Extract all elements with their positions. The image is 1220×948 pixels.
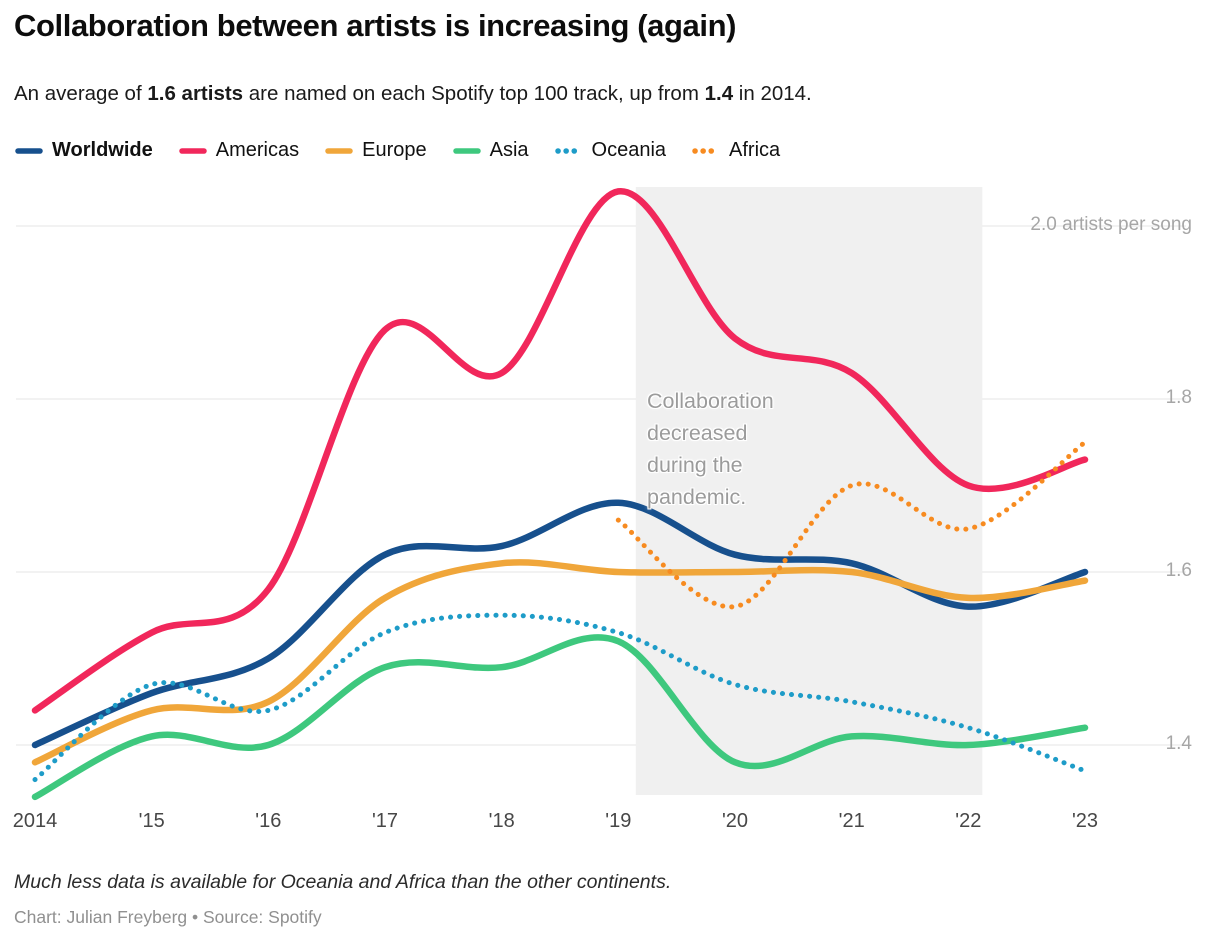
svg-text:'17: '17 [372, 810, 398, 832]
chart-svg: 1.4 1.6 1.8 2.0 artists per song 2014 '15 '16 '… [13, 187, 1193, 832]
legend-item-asia: Asia [452, 139, 529, 162]
subtitle-current-average: 1.6 artists [147, 82, 244, 105]
svg-text:1.4: 1.4 [1166, 733, 1193, 754]
pandemic-band [635, 187, 983, 795]
chart-title: Collaboration between artists is increas… [14, 8, 737, 43]
series-americas [31, 188, 1089, 714]
subtitle-text-1: An average of [14, 82, 148, 105]
legend-line-icon [325, 147, 353, 154]
legend-line-icon [692, 147, 720, 154]
svg-text:'15: '15 [139, 810, 165, 832]
svg-text:2.0 artists per song: 2.0 artists per song [1030, 214, 1192, 235]
legend: Worldwide Americas Europe Asia Oceania Africa [14, 139, 780, 162]
credit-line: Chart: Julian Freyberg • Source: Spotify [14, 907, 322, 927]
svg-text:1.8: 1.8 [1166, 387, 1192, 408]
footnote: Much less data is available for Oceania … [14, 871, 672, 893]
svg-text:'21: '21 [839, 810, 865, 832]
legend-item-americas: Americas [178, 139, 299, 162]
legend-line-icon [554, 147, 583, 154]
subtitle-2014-average: 1.4 [704, 82, 734, 105]
legend-item-africa: Africa [691, 139, 780, 162]
series-asia [31, 634, 1089, 801]
legend-label: Oceania [591, 139, 667, 161]
svg-text:'18: '18 [489, 810, 515, 832]
legend-line-icon [452, 147, 481, 154]
chart-area: 1.4 1.6 1.8 2.0 artists per song 2014 '15 '16 '… [0, 183, 1220, 848]
svg-text:'23: '23 [1072, 810, 1098, 832]
svg-text:'20: '20 [722, 810, 748, 832]
series-africa [615, 439, 1088, 610]
legend-label: Africa [729, 139, 781, 161]
legend-label: Americas [215, 139, 300, 161]
series-oceania [32, 612, 1088, 783]
svg-text:'16: '16 [255, 810, 281, 832]
svg-text:'19: '19 [605, 810, 631, 832]
svg-text:2014: 2014 [13, 810, 58, 832]
legend-item-europe: Europe [324, 139, 427, 162]
svg-text:1.6: 1.6 [1166, 560, 1192, 581]
legend-line-icon [15, 147, 43, 154]
legend-item-worldwide: Worldwide [14, 139, 153, 162]
series-europe [31, 559, 1089, 766]
svg-text:'22: '22 [955, 810, 981, 832]
chart-subtitle: An average of 1.6 artists are named on e… [14, 82, 812, 106]
pandemic-annotation: Collaboration decreased during the pande… [647, 389, 774, 509]
legend-item-oceania: Oceania [554, 139, 667, 162]
subtitle-text-2: are named on each Spotify top 100 track,… [243, 82, 705, 105]
legend-label: Europe [362, 139, 427, 161]
legend-label: Worldwide [52, 139, 153, 161]
legend-line-icon [179, 147, 207, 154]
subtitle-text-3: in 2014. [733, 82, 812, 105]
legend-label: Asia [489, 139, 529, 161]
